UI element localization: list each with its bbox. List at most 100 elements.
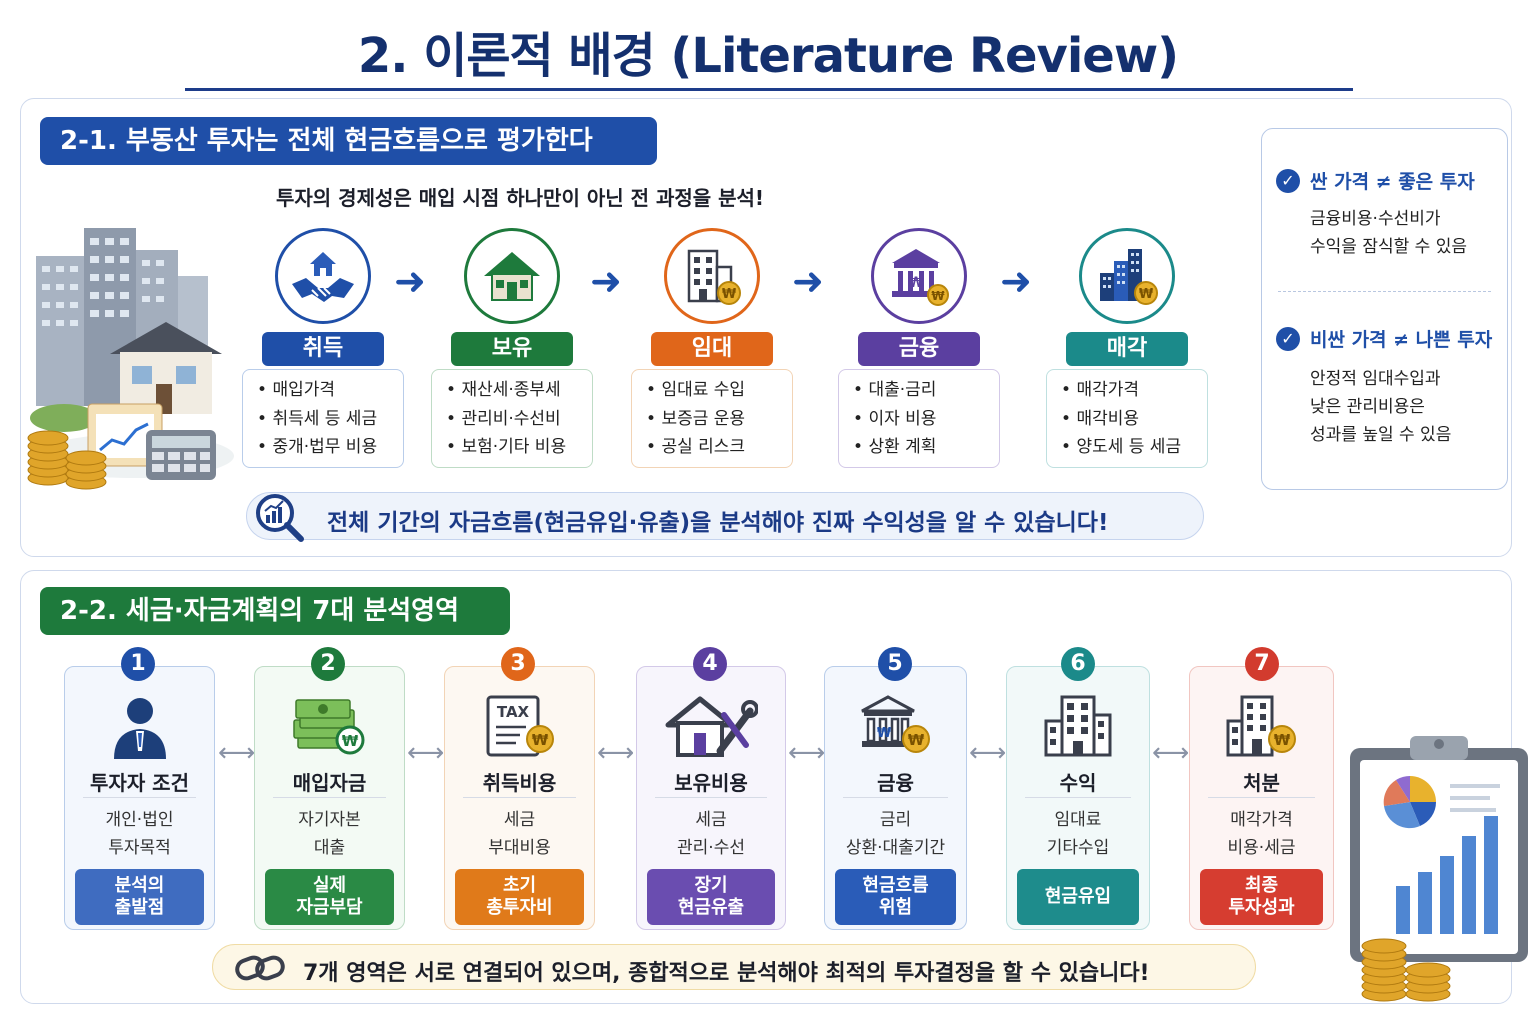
double-arrow-icon: ⟷: [788, 738, 826, 768]
flow-arrow-icon: ➜: [792, 259, 824, 303]
stage-items: 임대료 수입 보증금 운용 공실 리스크: [631, 369, 793, 468]
svg-text:₩: ₩: [931, 289, 945, 303]
double-arrow-icon: ⟷: [407, 738, 445, 768]
analysis-card-3: TAX ₩ 취득비용 세금 부대비용 초기 총투자비: [444, 666, 595, 930]
stage-label: 보유: [451, 332, 573, 366]
card-tag-line: 초기: [502, 875, 537, 896]
card-tag: 장기 현금유출: [647, 869, 775, 925]
card-tag: 최종 투자성과: [1200, 869, 1323, 925]
card-name: 보유비용: [674, 771, 748, 795]
side-note-heading-text: 싼 가격 ≠ 좋은 투자: [1310, 171, 1475, 193]
section-2-summary: 7개 영역은 서로 연결되어 있으며, 종합적으로 분석해야 최적의 투자결정을…: [212, 944, 1256, 990]
office-building-icon: [1007, 687, 1149, 765]
side-note-line: 안정적 임대수입과: [1310, 369, 1441, 389]
handshake-house-icon: [275, 228, 371, 324]
card-tag-line: 현금유출: [677, 897, 745, 918]
double-arrow-icon: ⟷: [218, 738, 256, 768]
analysis-card-5: ₩ ₩ 금융 금리 상환·대출기간 현금흐름 위험: [824, 666, 967, 930]
card-number: 5: [878, 647, 912, 681]
card-tag-line: 최종: [1244, 875, 1279, 896]
stage-items: 대출·금리 이자 비용 상환 계획: [838, 369, 1000, 468]
real-estate-illustration: [27, 228, 234, 490]
card-tag: 초기 총투자비: [455, 869, 584, 925]
card-detail: 관리·수선: [677, 838, 745, 858]
check-icon: ✓: [1276, 168, 1300, 193]
analysis-card-4: 보유비용 세금 관리·수선 장기 현금유출: [636, 666, 786, 930]
side-note-heading-text: 비싼 가격 ≠ 나쁜 투자: [1310, 329, 1493, 351]
card-name: 취득비용: [482, 771, 557, 795]
side-note-heading: ✓ 비싼 가격 ≠ 나쁜 투자: [1276, 325, 1492, 352]
card-tag: 현금유입: [1017, 869, 1139, 925]
stage-item: 관리비·수선비: [446, 405, 592, 434]
stage-item: 보험·기타 비용: [446, 433, 592, 462]
card-detail: 개인·법인: [105, 810, 174, 830]
stage-items: 매각가격 매각비용 양도세 등 세금: [1046, 369, 1208, 468]
card-divider: [843, 797, 948, 798]
stage-label: 매각: [1066, 332, 1188, 366]
card-detail: 세금: [503, 810, 536, 830]
stage-items: 재산세·종부세 관리비·수선비 보험·기타 비용: [431, 369, 593, 468]
stage-item: 매각비용: [1061, 405, 1207, 434]
stage-sale: ₩ 매각 매각가격 매각비용 양도세 등 세금: [1046, 228, 1208, 468]
section-1-title: 2-1. 부동산 투자는 전체 현금흐름으로 평가한다: [40, 117, 657, 165]
card-tag-line: 현금흐름: [862, 875, 929, 896]
card-tag-line: 투자성과: [1228, 897, 1295, 918]
side-note: ✓ 싼 가격 ≠ 좋은 투자 금융비용·수선비가 수익을 잠식할 수 있음 ✓ …: [1261, 128, 1508, 490]
card-detail: 비용·세금: [1227, 838, 1296, 858]
card-name: 금융: [877, 771, 914, 795]
stage-items: 매입가격 취득세 등 세금 중개·법무 비용: [242, 369, 404, 468]
card-detail: 임대료: [1054, 810, 1102, 830]
stage-item: 매입가격: [257, 376, 403, 405]
stage-item: 공실 리스크: [646, 433, 792, 462]
card-number: 6: [1061, 647, 1095, 681]
stage-holding: 보유 재산세·종부세 관리비·수선비 보험·기타 비용: [431, 228, 593, 468]
section-1-subtitle: 투자의 경제성은 매입 시점 하나만이 아닌 전 과정을 분석!: [276, 186, 765, 210]
card-number: 3: [501, 647, 535, 681]
side-note-text: 금융비용·수선비가 수익을 잠식할 수 있음: [1310, 205, 1467, 261]
side-note-line: 낮은 관리비용은: [1310, 397, 1425, 417]
card-tag: 실제 자금부담: [265, 869, 394, 925]
stage-item: 재산세·종부세: [446, 376, 592, 405]
tax-document-icon: TAX ₩: [445, 687, 594, 765]
card-detail: 세금: [695, 810, 727, 830]
card-detail: 상환·대출기간: [845, 838, 946, 858]
card-divider: [83, 797, 196, 798]
city-coin-icon: ₩: [1079, 228, 1175, 324]
svg-text:TAX: TAX: [496, 703, 529, 721]
card-detail: 자기자본: [298, 810, 361, 830]
card-divider: [1208, 797, 1315, 798]
flow-arrow-icon: ➜: [590, 259, 622, 303]
bank-icon: ₩ ₩: [871, 228, 967, 324]
svg-text:₩: ₩: [1139, 287, 1154, 302]
section-2-title: 2-2. 세금·자금계획의 7대 분석영역: [40, 587, 510, 635]
stage-acquisition: 취득 매입가격 취득세 등 세금 중개·법무 비용: [242, 228, 404, 468]
stage-leasing: ₩ 임대 임대료 수입 보증금 운용 공실 리스크: [631, 228, 793, 468]
card-divider: [273, 797, 386, 798]
section-2-summary-text: 7개 영역은 서로 연결되어 있으며, 종합적으로 분석해야 최적의 투자결정을…: [303, 961, 1150, 986]
stage-item: 중개·법무 비용: [257, 433, 403, 462]
stage-item: 취득세 등 세금: [257, 405, 403, 434]
stage-item: 임대료 수입: [646, 376, 792, 405]
money-stack-icon: ₩: [255, 687, 404, 765]
card-divider: [1025, 797, 1131, 798]
card-number: 2: [311, 647, 345, 681]
side-note-text: 안정적 임대수입과 낮은 관리비용은 성과를 높일 수 있음: [1310, 365, 1451, 449]
side-note-heading: ✓ 싼 가격 ≠ 좋은 투자: [1276, 167, 1475, 194]
building-coin-icon: ₩: [664, 228, 760, 324]
stage-item: 상환 계획: [853, 433, 999, 462]
house-tools-icon: [637, 687, 785, 765]
card-tag-line: 분석의: [114, 875, 165, 896]
double-arrow-icon: ⟷: [969, 738, 1007, 768]
card-tag-line: 장기: [694, 875, 728, 896]
building-sale-icon: ₩: [1190, 687, 1333, 765]
analysis-card-1: 투자자 조건 개인·법인 투자목적 분석의 출발점: [64, 666, 215, 930]
card-tag-line: 현금유입: [1044, 886, 1112, 907]
chain-link-icon: [235, 955, 285, 981]
svg-text:₩: ₩: [876, 726, 891, 741]
analysis-card-7: ₩ 처분 매각가격 비용·세금 최종 투자성과: [1189, 666, 1334, 930]
card-divider: [463, 797, 576, 798]
card-tag: 현금흐름 위험: [835, 869, 956, 925]
card-name: 처분: [1243, 771, 1280, 795]
flow-arrow-icon: ➜: [394, 259, 426, 303]
stage-label: 취득: [262, 332, 384, 366]
